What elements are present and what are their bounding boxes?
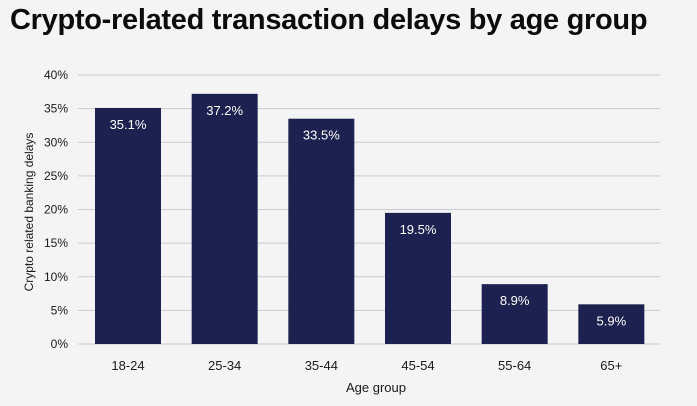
x-tick-label: 25-34 (208, 358, 241, 373)
y-tick-label: 35% (44, 102, 68, 116)
x-tick-label: 18-24 (111, 358, 144, 373)
data-label: 19.5% (400, 222, 437, 237)
x-tick-label: 45-54 (401, 358, 434, 373)
bar-45-54 (385, 212, 451, 344)
bar-55-64 (481, 284, 548, 344)
x-axis-label: Age group (346, 380, 406, 395)
data-label: 37.2% (206, 103, 243, 118)
y-axis-ticks: 0% 5% 10% 15% 20% 25% 30% 35% 40% (44, 68, 68, 351)
bar-65+ (578, 304, 645, 344)
data-label: 35.1% (110, 117, 147, 132)
y-tick-label: 5% (51, 303, 69, 317)
y-tick-label: 15% (44, 236, 68, 250)
y-tick-label: 40% (44, 68, 68, 82)
y-tick-label: 30% (44, 135, 68, 149)
x-axis-ticks: 18-24 25-34 35-44 45-54 55-64 65+ (111, 358, 622, 373)
x-tick-label: 35-44 (305, 358, 338, 373)
data-label: 5.9% (597, 313, 627, 328)
x-tick-label: 65+ (600, 358, 622, 373)
y-axis-label: Crypto related banking delays (22, 133, 36, 292)
bar-35-44 (288, 118, 355, 345)
y-tick-label: 0% (51, 337, 69, 351)
bars: 35.1% 37.2% 33.5% 19.5% 8.9% 5.9% (95, 93, 645, 345)
bar-18-24 (95, 107, 161, 344)
bar-25-34 (191, 93, 258, 344)
x-tick-label: 55-64 (498, 358, 531, 373)
y-tick-label: 20% (44, 203, 68, 217)
y-tick-label: 10% (44, 270, 68, 284)
y-tick-label: 25% (44, 169, 68, 183)
data-label: 8.9% (500, 293, 530, 308)
gridlines (78, 74, 660, 345)
data-label: 33.5% (303, 128, 340, 143)
chart-title: Crypto-related transaction delays by age… (10, 4, 648, 36)
